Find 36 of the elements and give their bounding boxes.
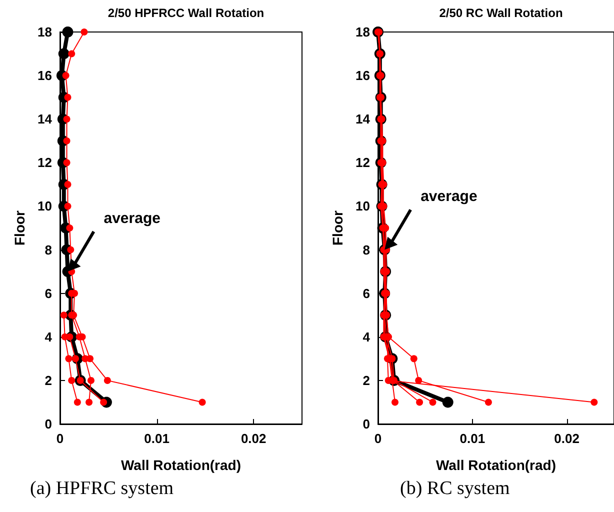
y-tick-label: 18 (356, 24, 370, 40)
text: (b) RC system (400, 478, 510, 500)
y-tick-label: 2 (362, 372, 370, 388)
text: (a) HPFRC system (30, 478, 174, 500)
chart-title: 2/50 RC Wall Rotation (439, 6, 563, 20)
y-axis-title: Floor (12, 210, 28, 246)
y-tick-label: 0 (362, 416, 370, 432)
x-tick-label: 0.02 (554, 431, 580, 446)
annotation: average (104, 210, 160, 227)
x-axis-title: Wall Rotation(rad) (436, 457, 556, 473)
x-axis-title: Wall Rotation(rad) (120, 457, 242, 473)
y-tick-label: 16 (356, 68, 370, 84)
x-tick-label: 0.01 (144, 431, 170, 446)
y-tick-label: 12 (38, 155, 52, 170)
y-axis-title: Floor (330, 210, 346, 246)
y-tick-label: 4 (44, 329, 53, 344)
y-tick-label: 14 (356, 112, 371, 127)
y-tick-label: 8 (44, 242, 52, 258)
annotation: average (420, 188, 478, 205)
y-tick-label: 4 (362, 329, 371, 344)
x-tick-label: 0.01 (460, 431, 486, 446)
y-tick-label: 18 (38, 24, 52, 40)
y-tick-label: 10 (356, 198, 370, 214)
y-tick-label: 2 (44, 372, 52, 388)
y-tick-label: 14 (38, 112, 53, 127)
chart-title: 2/50 HPFRCC Wall Rotation (108, 6, 264, 20)
y-tick-label: 16 (38, 68, 52, 84)
y-tick-label: 12 (356, 155, 370, 170)
x-tick-label: 0 (374, 431, 382, 446)
y-tick-label: 0 (44, 416, 52, 432)
y-tick-label: 10 (38, 198, 52, 214)
y-tick-label: 6 (362, 286, 370, 301)
x-tick-label: 0.02 (240, 431, 266, 446)
y-tick-label: 8 (362, 242, 370, 258)
y-tick-label: 6 (44, 286, 52, 301)
x-tick-label: 0 (56, 431, 64, 446)
